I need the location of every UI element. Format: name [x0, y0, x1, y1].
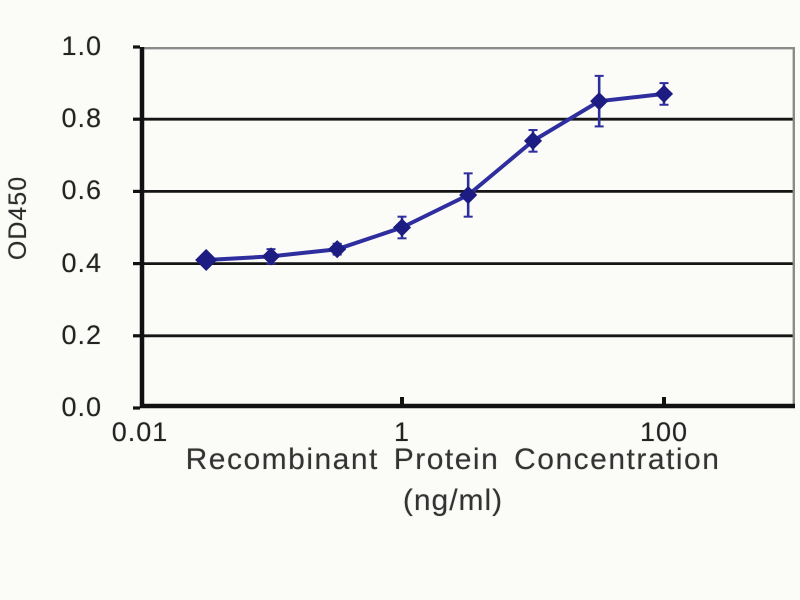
y-tick-label: 0.6: [61, 175, 102, 206]
x-tick-label: 0.01: [111, 417, 169, 447]
x-tick-label: 1: [393, 417, 411, 447]
y-tick-label: 0.2: [61, 319, 102, 350]
data-point-marker: [392, 218, 412, 237]
y-tick-label: 0.8: [61, 103, 102, 134]
data-series-line: [204, 91, 666, 262]
data-point-marker: [590, 92, 609, 111]
plot-area: [133, 45, 795, 410]
data-point-marker: [523, 131, 543, 150]
data-point-marker: [328, 240, 347, 259]
y-tick-label: 0.4: [61, 247, 102, 278]
curve-svg: [133, 45, 795, 410]
data-point-marker: [654, 84, 674, 103]
data-point-marker: [459, 185, 478, 205]
y-tick-label: 0.0: [61, 392, 102, 422]
data-point-marker: [195, 248, 218, 272]
x-axis-units: (ng/ml): [402, 484, 504, 517]
data-point-marker: [261, 247, 281, 266]
x-tick-label: 100: [639, 417, 689, 447]
x-axis-title: Recombinant Protein Concentration: [185, 443, 721, 476]
y-tick-label: 1.0: [61, 31, 102, 61]
